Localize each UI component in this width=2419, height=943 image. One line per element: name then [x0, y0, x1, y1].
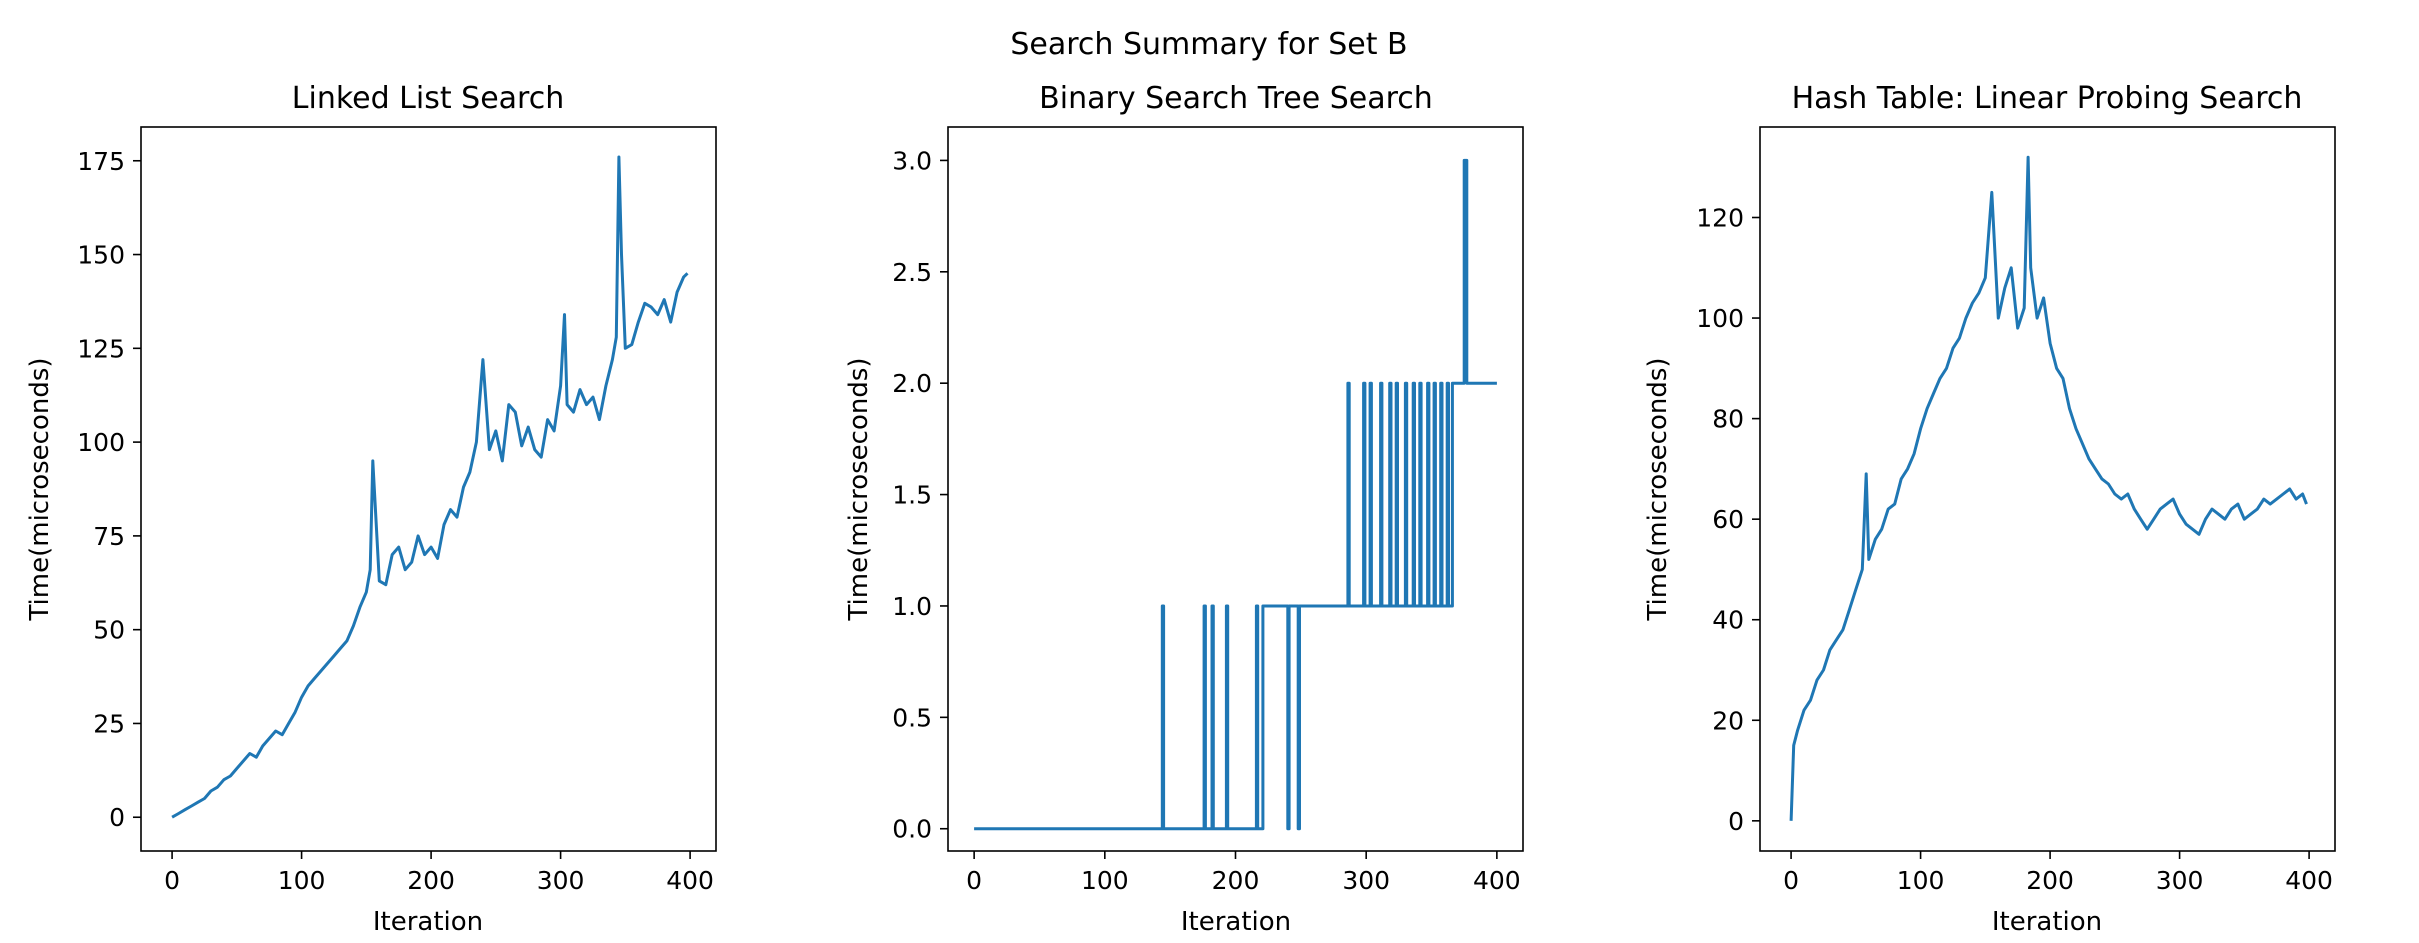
x-tick-label: 400 — [1473, 866, 1521, 895]
y-tick-label: 0.5 — [892, 703, 932, 732]
panel-hash-table: Hash Table: Linear Probing Search Iterat… — [1643, 81, 2336, 937]
series-line-0 — [1789, 155, 2308, 821]
series-line-0 — [974, 158, 1497, 831]
y-tick-label: 3.0 — [892, 146, 932, 175]
y-tick-label: 150 — [77, 241, 125, 270]
y-tick-label: 1.5 — [892, 481, 932, 510]
y-tick-label: 1.0 — [892, 592, 932, 621]
x-tick-label: 100 — [278, 866, 326, 895]
y-tick-label: 75 — [93, 522, 125, 551]
x-tick-label: 200 — [2026, 866, 2074, 895]
x-tick-label: 200 — [407, 866, 455, 895]
x-tick-label: 100 — [1897, 866, 1945, 895]
panel-binary-search-tree: Binary Search Tree Search Iteration Time… — [844, 81, 1524, 937]
x-tick-label: 0 — [164, 866, 180, 895]
x-tick-label: 100 — [1081, 866, 1129, 895]
y-tick-label: 2.5 — [892, 258, 932, 287]
y-axis-label: Time(microseconds) — [1643, 357, 1673, 621]
y-tick-label: 100 — [77, 428, 125, 457]
y-tick-label: 60 — [1712, 505, 1744, 534]
y-axis-label: Time(microseconds) — [844, 357, 874, 621]
y-tick-label: 40 — [1712, 606, 1744, 635]
x-tick-label: 0 — [1783, 866, 1799, 895]
plot-frame — [140, 126, 717, 852]
y-tick-label: 20 — [1712, 706, 1744, 735]
x-tick-label: 400 — [2285, 866, 2333, 895]
y-axis-label: Time(microseconds) — [25, 357, 55, 621]
x-tick-label: 200 — [1212, 866, 1260, 895]
x-axis-label: Iteration — [1181, 907, 1291, 937]
y-tick-label: 175 — [77, 147, 125, 176]
panel-title: Linked List Search — [292, 81, 564, 116]
y-tick-label: 25 — [93, 709, 125, 738]
panel-title: Hash Table: Linear Probing Search — [1792, 81, 2303, 116]
plot-frame — [1759, 126, 2336, 852]
y-tick-label: 0.0 — [892, 815, 932, 844]
y-tick-label: 80 — [1712, 405, 1744, 434]
x-tick-label: 0 — [966, 866, 982, 895]
x-tick-label: 300 — [1342, 866, 1390, 895]
x-tick-label: 300 — [537, 866, 585, 895]
y-tick-label: 125 — [77, 334, 125, 363]
figure-suptitle: Search Summary for Set B — [1010, 27, 1407, 62]
x-axis-label: Iteration — [373, 907, 483, 937]
y-tick-label: 0 — [1728, 807, 1744, 836]
x-tick-label: 300 — [2156, 866, 2204, 895]
x-axis-label: Iteration — [1992, 907, 2102, 937]
series-line-0 — [171, 155, 689, 819]
y-tick-label: 2.0 — [892, 369, 932, 398]
panel-linked-list: Linked List Search Iteration Time(micros… — [25, 81, 717, 937]
y-tick-label: 0 — [109, 803, 125, 832]
y-tick-label: 50 — [93, 616, 125, 645]
y-tick-label: 100 — [1696, 304, 1744, 333]
panel-title: Binary Search Tree Search — [1039, 81, 1433, 116]
y-tick-label: 120 — [1696, 204, 1744, 233]
x-tick-label: 400 — [666, 866, 714, 895]
